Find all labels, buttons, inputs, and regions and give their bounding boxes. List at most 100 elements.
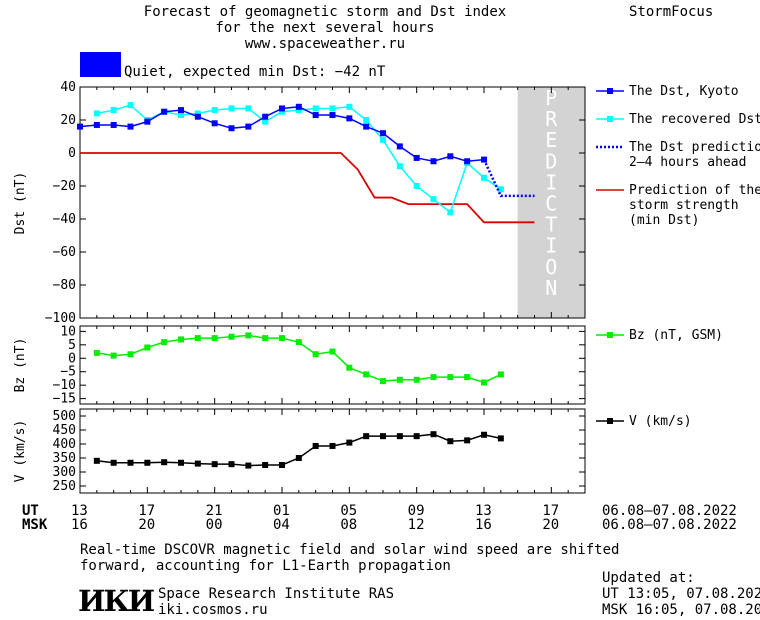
y-tick-label: 400	[53, 437, 76, 452]
v-series-point	[380, 433, 386, 440]
bz-series-point	[127, 351, 134, 358]
time-tick-label: 13	[475, 503, 492, 519]
bz-series-point	[245, 332, 252, 339]
dst-kyoto-series-point	[346, 115, 353, 122]
bz-series-point	[93, 349, 100, 356]
y-tick-label: 5	[68, 338, 76, 353]
legend-label: storm strength	[629, 198, 739, 213]
recovered-dst-series-point	[93, 110, 100, 117]
v-series-point	[161, 459, 168, 466]
bz-series-point	[464, 374, 471, 381]
dst-kyoto-series-point	[430, 158, 437, 165]
y-tick-label: −20	[53, 179, 76, 194]
y-tick-label: 0	[68, 351, 76, 366]
chart-title-line2: for the next several hours	[215, 20, 435, 36]
time-tick-label: 00	[205, 517, 223, 533]
time-tick-label: 05	[340, 503, 358, 519]
dst-kyoto-series-point	[295, 103, 302, 110]
bz-series-point	[396, 376, 403, 383]
plot-frame	[79, 86, 586, 319]
plot-frame	[79, 408, 586, 494]
legend-label: (min Dst)	[629, 213, 699, 228]
dst-kyoto-series-point	[194, 113, 201, 120]
recovered-dst-series-point	[228, 105, 235, 112]
dst-kyoto-series-point	[144, 118, 151, 125]
dst-kyoto-series-point	[329, 112, 336, 119]
msk-date-range: 06.08–07.08.2022	[602, 517, 737, 533]
dst-kyoto-series-point	[262, 113, 269, 120]
bz-series-point	[346, 364, 353, 371]
prediction-band	[517, 87, 585, 318]
prediction-letter: N	[545, 276, 557, 300]
msk-axis-label: MSK	[22, 517, 48, 533]
recovered-dst-series-point	[127, 102, 134, 109]
recovered-dst-series-point	[430, 196, 437, 203]
prediction-letter: P	[545, 86, 557, 110]
bz-series-point	[144, 344, 151, 351]
v-series-point	[413, 433, 420, 440]
legend-label: The recovered Dst	[629, 112, 760, 127]
footer-note-line1: Real-time DSCOVR magnetic field and sola…	[80, 542, 620, 558]
v-series-point	[447, 438, 454, 445]
dst-kyoto-series-point	[110, 121, 117, 128]
dst-kyoto-series-point	[93, 121, 100, 128]
bz-series-point	[312, 351, 319, 358]
y-axis-label: Bz (nT)	[13, 338, 28, 393]
v-series-point	[110, 459, 117, 466]
time-tick-label: 20	[542, 517, 560, 533]
prediction-letter: R	[545, 107, 558, 131]
dst-kyoto-series-point	[363, 123, 370, 130]
bz-series-point	[228, 333, 235, 340]
legend-marker	[607, 418, 613, 424]
v-series-point	[295, 455, 302, 461]
time-tick-label: 21	[205, 503, 223, 519]
dst-kyoto-series-point	[380, 130, 386, 137]
bz-series-point	[413, 376, 420, 383]
prediction-letter: C	[545, 192, 557, 216]
recovered-dst-series-point	[178, 112, 184, 119]
dst-kyoto-series-point	[481, 156, 487, 163]
time-tick-label: 20	[138, 517, 156, 533]
dst-kyoto-series-point	[279, 105, 285, 112]
y-tick-label: −60	[53, 245, 76, 260]
y-tick-label: 450	[53, 423, 76, 438]
v-series-point	[93, 457, 100, 464]
v-series-point	[464, 437, 471, 444]
recovered-dst-series-point	[396, 163, 403, 170]
time-tick-label: 13	[71, 503, 88, 519]
status-color-box	[80, 52, 121, 77]
recovered-dst-series-point	[329, 105, 336, 112]
bz-series-point	[295, 339, 302, 346]
dst-kyoto-series-point	[464, 158, 471, 165]
v-series-point	[211, 461, 218, 468]
ut-date-range: 06.08–07.08.2022	[602, 503, 737, 519]
recovered-dst-series-point	[363, 117, 370, 123]
prediction-letter: T	[545, 213, 557, 237]
bz-series-point	[380, 378, 386, 385]
footer-note-line2: forward, accounting for L1-Earth propaga…	[80, 558, 451, 574]
updated-ut: UT 13:05, 07.08.2022	[602, 586, 760, 602]
time-tick-label: 01	[273, 503, 290, 519]
status-text: Quiet, expected min Dst: −42 nT	[124, 64, 386, 80]
legend-marker	[607, 332, 613, 338]
recovered-dst-series-point	[279, 108, 285, 115]
y-tick-label: 0	[68, 146, 76, 161]
v-series-point	[481, 431, 487, 438]
dst-kyoto-series-point	[228, 125, 235, 132]
plot-frame	[79, 325, 586, 405]
recovered-dst-series-point	[380, 136, 386, 143]
v-series-point	[497, 435, 504, 442]
time-tick-label: 08	[340, 517, 358, 533]
bz-series-point	[447, 374, 454, 381]
legend-label: The Dst, Kyoto	[629, 84, 739, 99]
v-series-point	[363, 433, 370, 440]
recovered-dst-series-point	[245, 105, 252, 112]
dst-kyoto-series-point	[161, 108, 168, 115]
recovered-dst-series-point	[295, 107, 302, 114]
prediction-letter: I	[545, 234, 557, 258]
recovered-dst-series-point	[481, 174, 487, 181]
y-tick-label: −100	[45, 311, 76, 326]
y-tick-label: 20	[60, 113, 76, 128]
time-tick-label: 04	[273, 517, 290, 533]
v-series-point	[194, 460, 201, 467]
